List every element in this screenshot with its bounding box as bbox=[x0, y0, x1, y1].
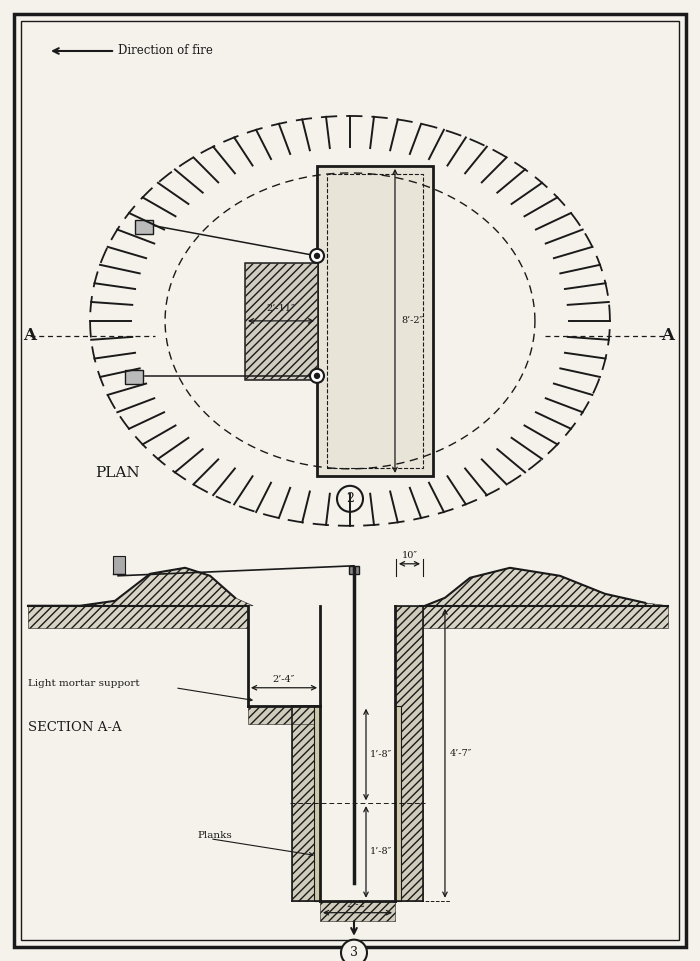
Bar bbox=[245, 263, 317, 379]
Text: 4’-7″: 4’-7″ bbox=[450, 749, 473, 757]
Circle shape bbox=[310, 369, 324, 382]
Bar bbox=[314, 705, 320, 900]
Text: 10″: 10″ bbox=[402, 551, 417, 560]
Text: A: A bbox=[662, 328, 674, 344]
Circle shape bbox=[310, 249, 324, 263]
Text: 3: 3 bbox=[350, 947, 358, 959]
Bar bbox=[113, 555, 125, 574]
Circle shape bbox=[314, 254, 319, 259]
Circle shape bbox=[314, 374, 319, 379]
Text: PLAN: PLAN bbox=[95, 466, 140, 480]
Text: 8’-2″: 8’-2″ bbox=[401, 316, 424, 326]
Text: 2’-11″: 2’-11″ bbox=[267, 304, 295, 313]
Bar bbox=[349, 566, 359, 574]
Bar bbox=[135, 220, 153, 234]
Text: 2’-4″: 2’-4″ bbox=[273, 675, 295, 684]
Text: Direction of fire: Direction of fire bbox=[118, 44, 213, 58]
Text: 2’-2″: 2’-2″ bbox=[346, 899, 369, 909]
Bar bbox=[395, 705, 401, 900]
Bar bbox=[327, 174, 423, 468]
Bar bbox=[125, 370, 143, 383]
Circle shape bbox=[341, 940, 367, 961]
Text: 2: 2 bbox=[346, 492, 354, 505]
Text: SECTION A-A: SECTION A-A bbox=[28, 722, 122, 734]
Text: Light mortar support: Light mortar support bbox=[28, 679, 140, 688]
Text: Planks: Planks bbox=[197, 831, 232, 840]
Circle shape bbox=[337, 486, 363, 512]
Bar bbox=[317, 166, 433, 476]
Text: A: A bbox=[24, 328, 36, 344]
Text: 1’-8″: 1’-8″ bbox=[370, 848, 392, 856]
Text: 1’-8″: 1’-8″ bbox=[370, 750, 392, 759]
